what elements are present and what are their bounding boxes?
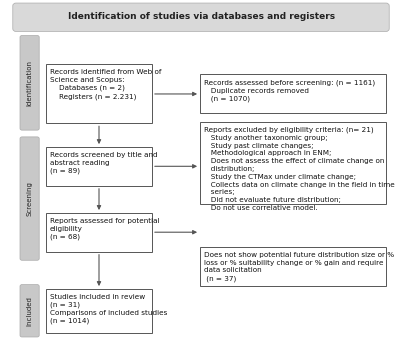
Text: Records assessed before screening: (n = 1161)
   Duplicate records removed
   (n: Records assessed before screening: (n = … [204,79,375,102]
FancyBboxPatch shape [46,289,152,333]
Text: Identification: Identification [26,60,33,106]
Text: Identification of studies via databases and registers: Identification of studies via databases … [68,13,335,21]
Text: Does not show potential future distribution size or %
loss or % suitability chan: Does not show potential future distribut… [204,252,394,282]
Text: Reports assessed for potential
eligibility
(n = 68): Reports assessed for potential eligibili… [50,218,160,240]
FancyBboxPatch shape [20,35,39,130]
FancyBboxPatch shape [46,147,152,186]
FancyBboxPatch shape [200,247,386,286]
FancyBboxPatch shape [13,3,389,31]
FancyBboxPatch shape [46,213,152,252]
FancyBboxPatch shape [20,137,39,260]
Text: Records identified from Web of
Science and Scopus:
    Databases (n = 2)
    Reg: Records identified from Web of Science a… [50,69,161,99]
FancyBboxPatch shape [200,122,386,204]
Text: Records screened by title and
abstract reading
(n = 89): Records screened by title and abstract r… [50,152,158,174]
Text: Included: Included [26,296,33,326]
Text: Reports excluded by eligibility criteria: (n= 21)
   Study another taxonomic gro: Reports excluded by eligibility criteria… [204,127,395,211]
FancyBboxPatch shape [46,64,152,123]
FancyBboxPatch shape [200,74,386,113]
FancyBboxPatch shape [20,285,39,337]
Text: Screening: Screening [26,181,33,216]
Text: Studies included in review
(n = 31)
Comparisons of included studies
(n = 1014): Studies included in review (n = 31) Comp… [50,294,167,324]
